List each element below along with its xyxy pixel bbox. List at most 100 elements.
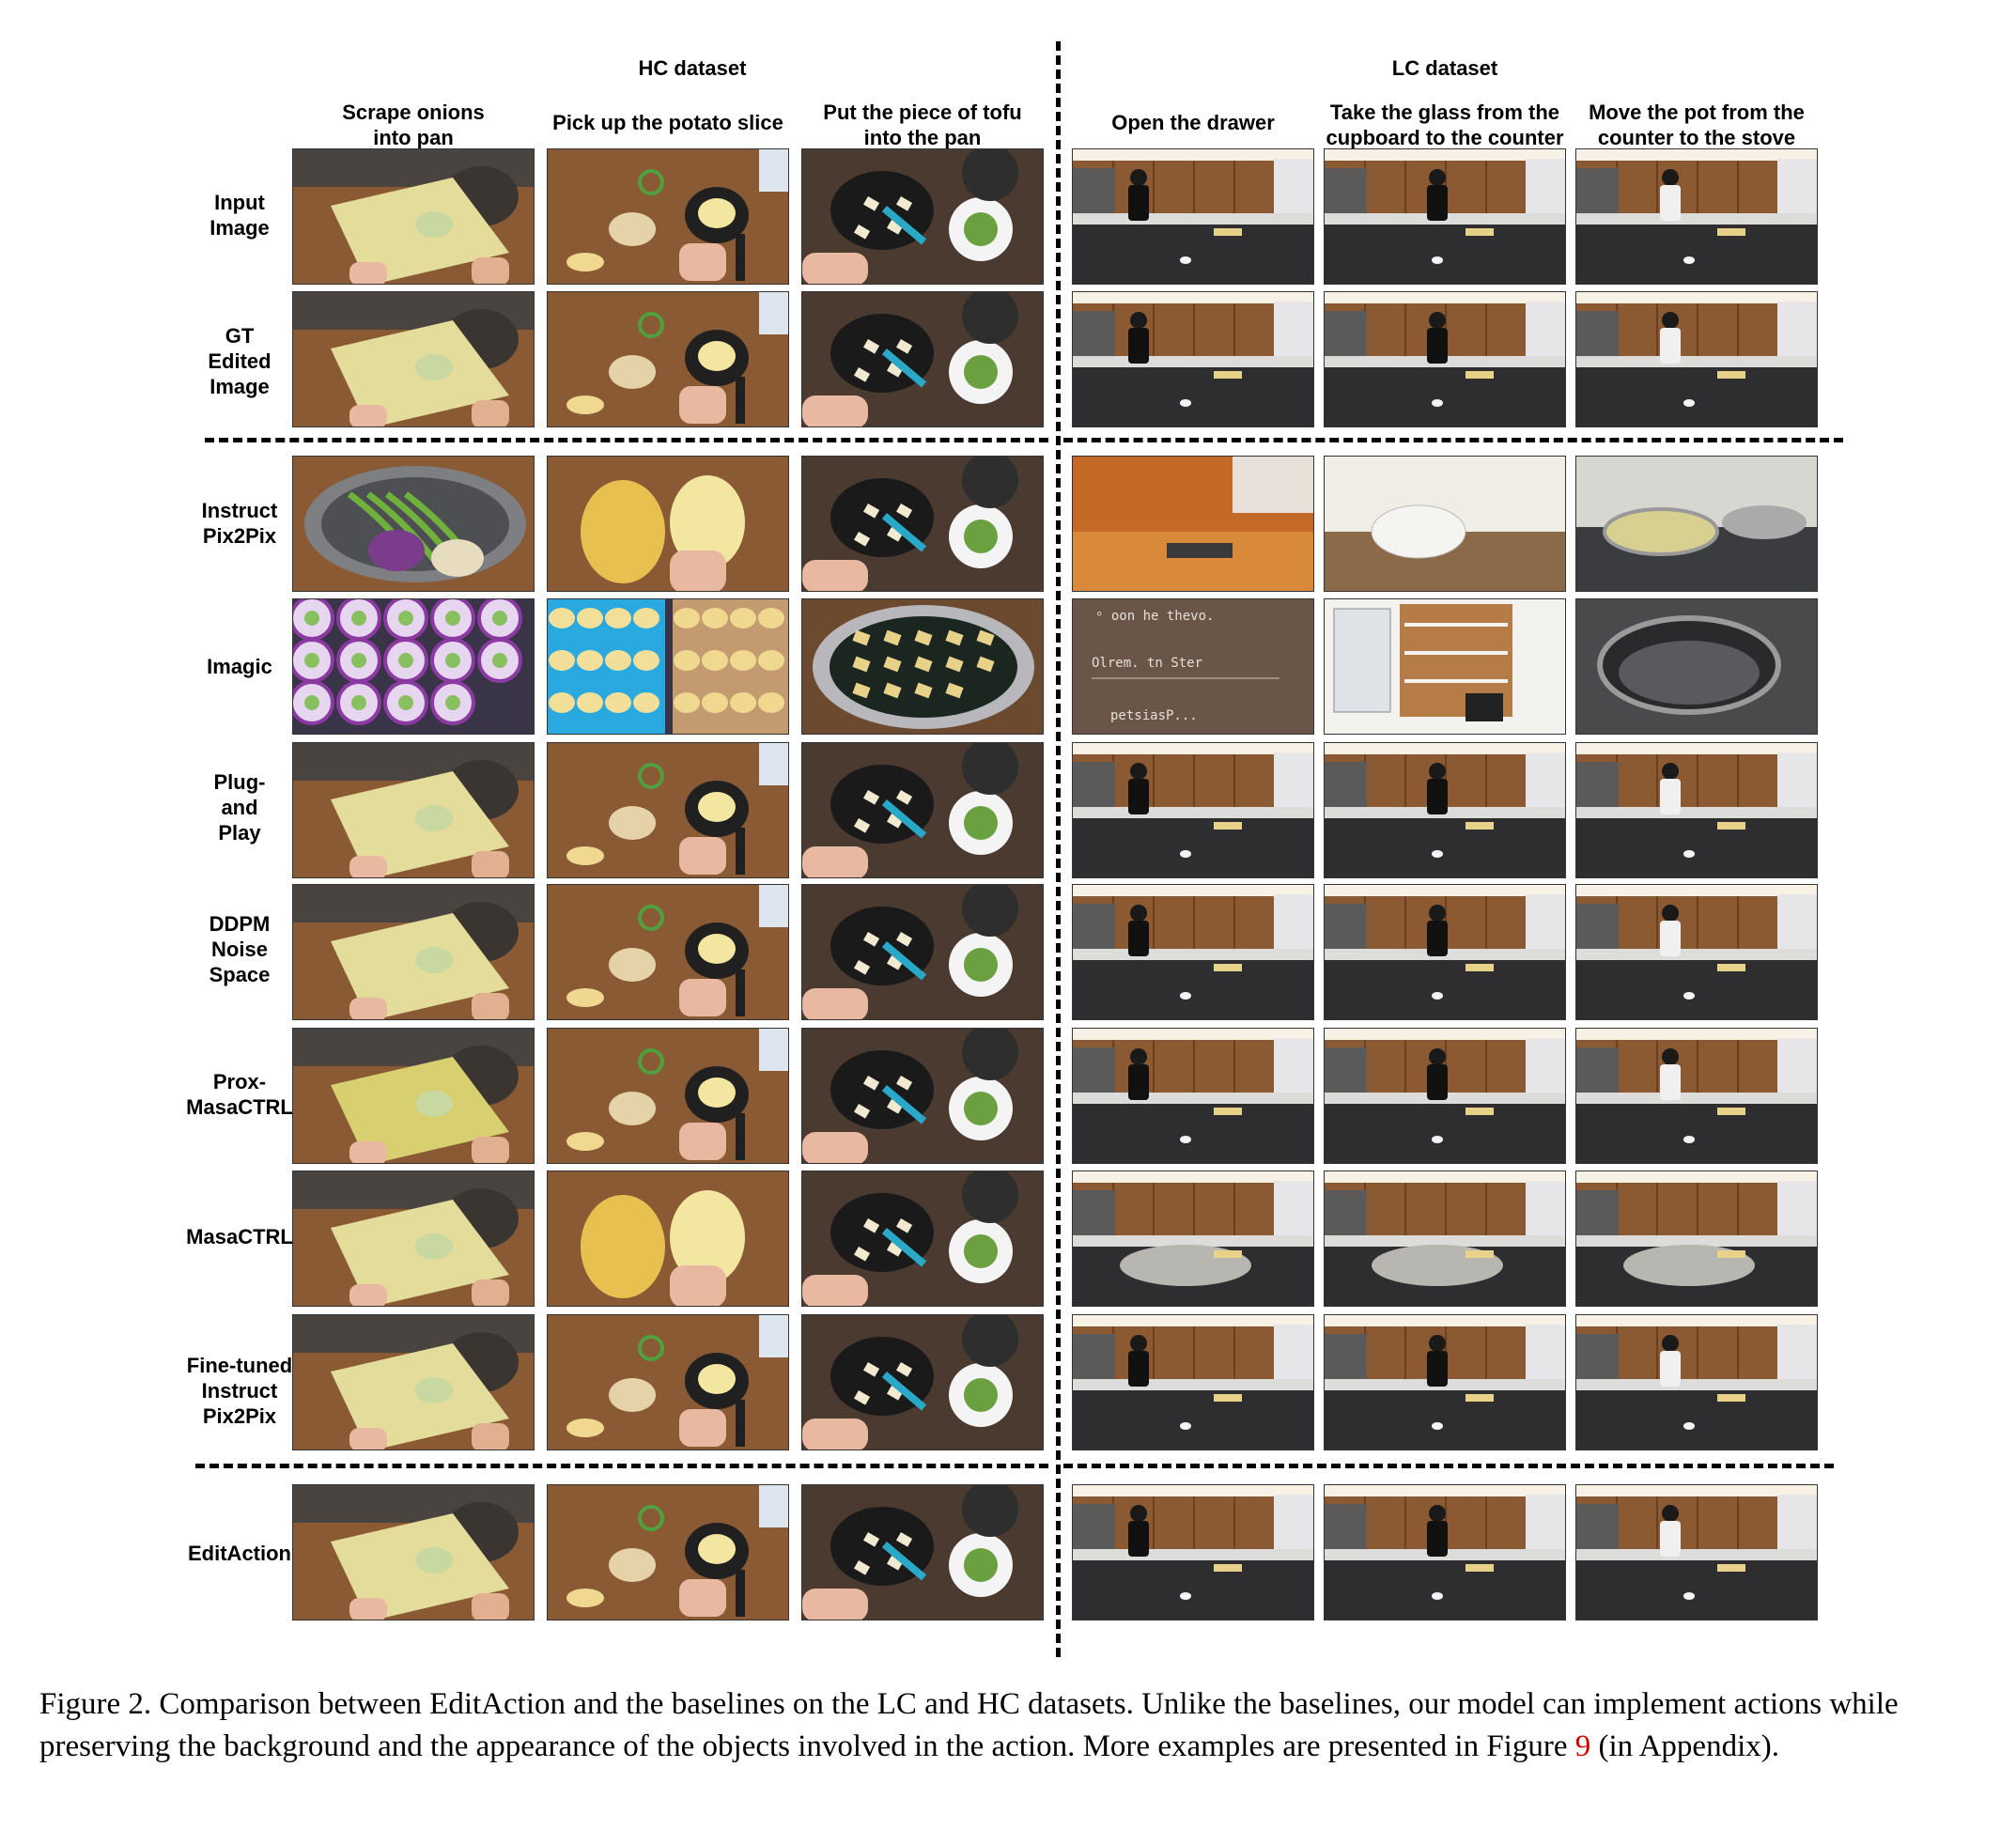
result-image-render: [293, 743, 534, 877]
result-image: [1324, 884, 1566, 1020]
result-image: [1072, 1171, 1314, 1307]
figure-caption: Figure 2. Comparison between EditAction …: [39, 1683, 1993, 1768]
result-image: [1072, 1484, 1314, 1620]
result-image: [1072, 148, 1314, 285]
result-image-render: [1073, 1485, 1313, 1620]
result-image: [801, 456, 1044, 592]
result-image-render: [548, 149, 788, 284]
column-header: Pick up the potato slice: [552, 111, 783, 134]
row-label: MasaCTRL: [186, 1225, 293, 1248]
result-image-render: [1576, 1315, 1817, 1450]
result-image-render: [548, 292, 788, 426]
result-image-render: [1325, 292, 1565, 426]
result-image-render: [548, 1485, 788, 1620]
result-image: [801, 598, 1044, 735]
result-image: [801, 1028, 1044, 1164]
figure-reference-link[interactable]: 9: [1574, 1729, 1591, 1763]
result-image-render: [1073, 885, 1313, 1019]
result-image: [1575, 1171, 1818, 1307]
result-image: [292, 884, 535, 1020]
result-image-render: [293, 1029, 534, 1163]
row-label: Instruct Pix2Pix: [201, 499, 278, 548]
imagic-drawer-text: Olrem. tn Ster: [1092, 656, 1202, 671]
row-label: Plug- and Play: [213, 770, 266, 845]
result-image-render: [548, 599, 788, 734]
result-image: [801, 291, 1044, 427]
result-image-render: [293, 457, 534, 591]
result-image-render: [802, 885, 1043, 1019]
result-image-render: [1576, 1171, 1817, 1306]
result-image-render: [1576, 743, 1817, 877]
result-image-render: [802, 1315, 1043, 1450]
result-image-render: [1073, 1029, 1313, 1163]
dataset-divider-vertical: [1056, 41, 1061, 1657]
result-image-render: [1325, 1029, 1565, 1163]
result-image: [1575, 291, 1818, 427]
result-image: [1072, 1314, 1314, 1450]
imagic-drawer-text: petsiasP...: [1110, 708, 1198, 723]
result-image: [547, 1171, 789, 1307]
result-image: [292, 1171, 535, 1307]
result-image-render: [1325, 1485, 1565, 1620]
result-image-render: [548, 1171, 788, 1306]
result-image-render: [293, 885, 534, 1019]
row-label: Fine-tuned Instruct Pix2Pix: [186, 1354, 293, 1428]
result-image: [547, 598, 789, 735]
lc-dataset-label: LC dataset: [1391, 56, 1498, 80]
result-image: [1324, 1484, 1566, 1620]
result-image: [547, 742, 789, 878]
result-image-render: [1325, 457, 1565, 591]
result-image: [801, 742, 1044, 878]
imagic-drawer-text: ᵒ oon he thevo.: [1095, 609, 1214, 624]
result-image-render: [1325, 743, 1565, 877]
result-image-render: [802, 743, 1043, 877]
result-image: [1324, 1028, 1566, 1164]
result-image-render: [802, 292, 1043, 426]
result-image: [292, 148, 535, 285]
result-image-render: [548, 743, 788, 877]
result-image: [1072, 456, 1314, 592]
result-image-render: [802, 1029, 1043, 1163]
row-label: Prox- MasaCTRL: [186, 1070, 293, 1119]
result-image-render: [548, 1029, 788, 1163]
result-image: [801, 148, 1044, 285]
result-image: [1575, 1028, 1818, 1164]
result-image-render: [293, 1315, 534, 1450]
result-image-render: [1576, 1485, 1817, 1620]
result-image-render: [293, 599, 534, 734]
result-image-render: [293, 1171, 534, 1306]
result-image: [547, 1484, 789, 1620]
row-label: GT Edited Image: [208, 324, 271, 398]
result-image: [547, 456, 789, 592]
result-image-render: [548, 885, 788, 1019]
column-header: Put the piece of tofu into the pan: [823, 101, 1022, 149]
divider-baselines-ours-left: [195, 1464, 1048, 1468]
result-image: [1575, 1314, 1818, 1450]
column-header: Take the glass from the cupboard to the …: [1326, 101, 1564, 149]
result-image-render: [1576, 457, 1817, 591]
result-image: [547, 884, 789, 1020]
result-image: [547, 148, 789, 285]
result-image: [1575, 1484, 1818, 1620]
result-image-render: [802, 1485, 1043, 1620]
result-image: ᵒ oon he thevo. Olrem. tn Ster petsiasP...: [1072, 598, 1314, 735]
result-image: [1575, 742, 1818, 878]
result-image-render: [1576, 885, 1817, 1019]
result-image-render: [293, 1485, 534, 1620]
result-image-render: [1325, 885, 1565, 1019]
result-image-render: [548, 1315, 788, 1450]
column-header: Move the pot from the counter to the sto…: [1589, 101, 1805, 149]
result-image: [1324, 1314, 1566, 1450]
result-image-render: [1576, 149, 1817, 284]
result-image-render: [1325, 599, 1565, 734]
row-label: Input Image: [209, 191, 270, 240]
caption-text: Figure 2. Comparison between EditAction …: [39, 1687, 1899, 1763]
result-image-render: [1325, 149, 1565, 284]
result-image: [292, 1314, 535, 1450]
row-label: Imagic: [207, 655, 272, 678]
result-image: [1324, 291, 1566, 427]
divider-baselines-ours-right: [1063, 1464, 1834, 1468]
result-image-render: [1325, 1171, 1565, 1306]
result-image-render: [1576, 1029, 1817, 1163]
